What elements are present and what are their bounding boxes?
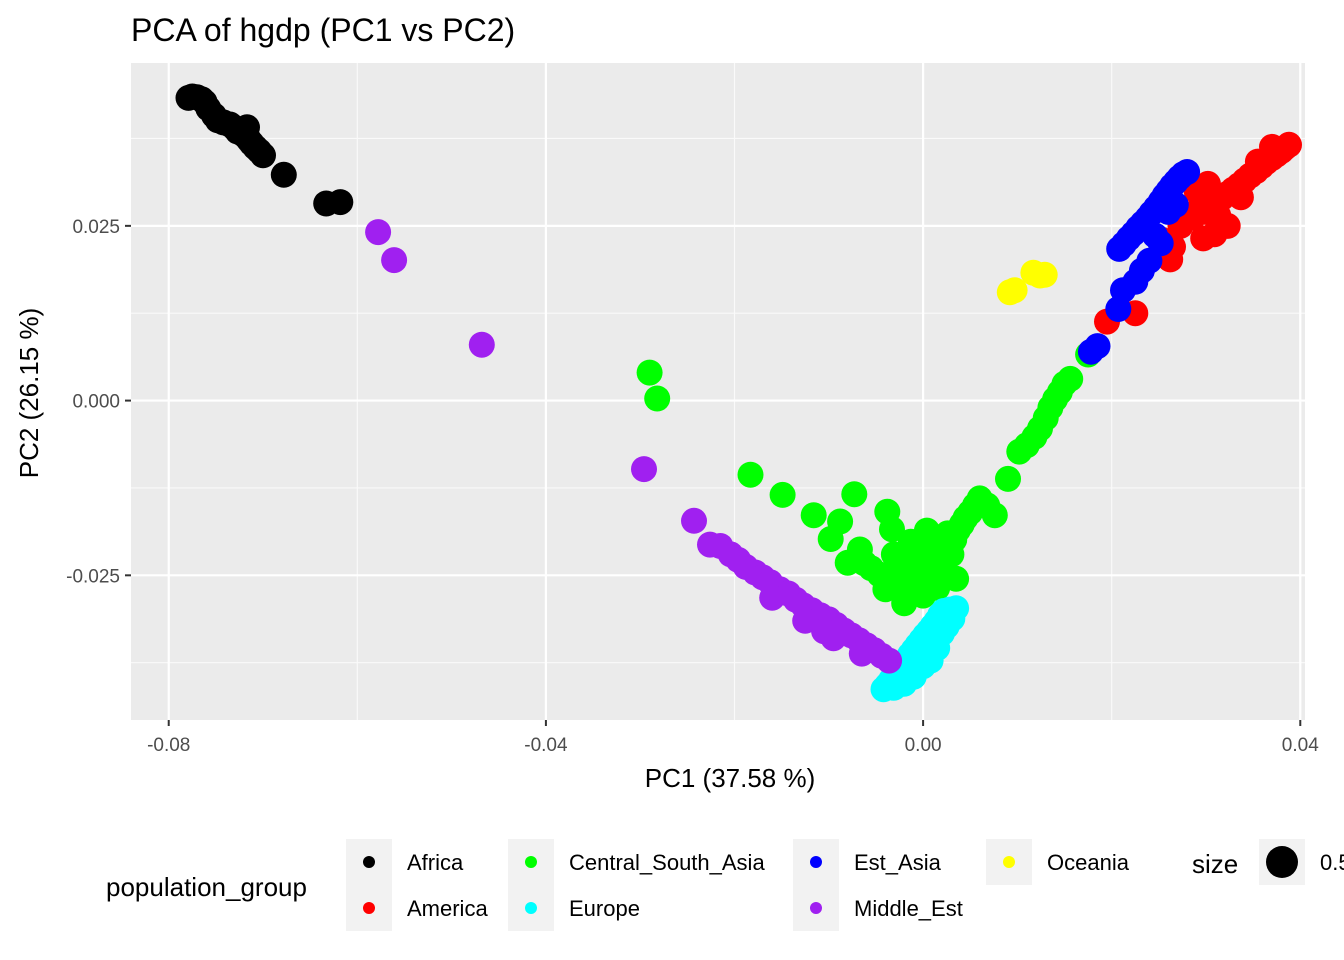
- data-point: [912, 640, 939, 667]
- legend-item-label: Middle_Est: [854, 896, 963, 921]
- data-point: [981, 502, 1008, 529]
- series-europe: [870, 595, 970, 703]
- data-point: [872, 576, 899, 603]
- data-point: [769, 481, 796, 508]
- data-point: [468, 331, 495, 358]
- data-point: [327, 189, 354, 216]
- legend-item-europe: Europe: [508, 885, 640, 931]
- data-point: [644, 385, 671, 412]
- series-central-south-asia: [636, 341, 1102, 617]
- y-axis: -0.025 0.000 0.025: [66, 217, 131, 587]
- y-axis-title: PC2 (26.15 %): [14, 308, 44, 479]
- legend-key-icon: [363, 856, 375, 868]
- x-tick-label: 0.04: [1282, 735, 1319, 756]
- data-point: [841, 481, 868, 508]
- x-tick-label: 0.00: [905, 735, 942, 756]
- data-point: [1106, 235, 1133, 262]
- data-point: [1057, 365, 1084, 392]
- legend-items: Africa America Central_South_Asia Europe Est…: [346, 839, 1130, 931]
- chart-title: PCA of hgdp (PC1 vs PC2): [131, 12, 515, 48]
- legend-item-label: Oceania: [1047, 850, 1130, 875]
- data-point: [270, 161, 297, 188]
- legend-key-icon: [810, 856, 822, 868]
- legend: population_group Africa America Central_So…: [106, 839, 1344, 931]
- legend-item-est-asia: Est_Asia: [793, 839, 942, 885]
- series-middle-est: [365, 219, 903, 674]
- legend-key-icon: [363, 902, 375, 914]
- legend-item-america: America: [346, 885, 488, 931]
- legend-item-label: Est_Asia: [854, 850, 942, 875]
- data-point: [1031, 261, 1058, 288]
- legend-item-label: Central_South_Asia: [569, 850, 765, 875]
- x-tick-label: -0.04: [524, 735, 568, 756]
- legend-key-icon: [1003, 856, 1015, 868]
- data-point: [737, 461, 764, 488]
- y-tick-label: -0.025: [66, 566, 120, 587]
- legend-title: population_group: [106, 872, 307, 902]
- data-point: [891, 590, 918, 617]
- data-point: [365, 219, 392, 246]
- grid-lines: [131, 63, 1305, 720]
- series-est-asia: [1077, 159, 1201, 365]
- data-point: [848, 640, 875, 667]
- data-point: [939, 605, 966, 632]
- series-america: [1094, 131, 1302, 335]
- legend-key-icon: [810, 902, 822, 914]
- data-point: [800, 502, 827, 529]
- data-point: [636, 359, 663, 386]
- legend-key-icon: [525, 902, 537, 914]
- plot-panel: [131, 63, 1305, 720]
- x-axis-title: PC1 (37.58 %): [645, 763, 816, 793]
- data-point: [995, 465, 1021, 492]
- legend-item-central-south-asia: Central_South_Asia: [508, 839, 765, 885]
- legend-item-label: Europe: [569, 896, 640, 921]
- data-point: [834, 549, 861, 576]
- data-point: [895, 663, 921, 690]
- data-point: [817, 526, 844, 552]
- data-point: [1142, 222, 1169, 249]
- data-point: [879, 516, 905, 543]
- x-tick-label: -0.08: [147, 735, 190, 756]
- series-africa: [175, 83, 354, 217]
- size-legend-key-icon: [1266, 846, 1298, 878]
- legend-item-label: America: [407, 896, 488, 921]
- legend-item-oceania: Oceania: [986, 839, 1130, 885]
- data-point: [681, 507, 707, 534]
- data-point: [250, 142, 276, 169]
- data-point: [811, 618, 838, 645]
- data-point: [381, 247, 408, 274]
- data-point: [1155, 198, 1182, 225]
- size-legend-label: 0.5: [1320, 850, 1344, 875]
- legend-item-middle-est: Middle_Est: [793, 885, 963, 931]
- data-point: [234, 114, 260, 141]
- legend-key-icon: [525, 856, 537, 868]
- data-point: [910, 562, 937, 589]
- legend-item-africa: Africa: [346, 839, 464, 885]
- y-tick-label: 0.025: [72, 217, 120, 238]
- data-point: [1244, 148, 1271, 175]
- series-oceania: [996, 259, 1058, 306]
- data-point: [876, 647, 903, 674]
- y-tick-label: 0.000: [72, 392, 120, 413]
- data-point: [1001, 277, 1028, 304]
- data-point: [1077, 338, 1104, 365]
- data-point: [1194, 170, 1221, 197]
- size-legend-title: size: [1192, 849, 1238, 879]
- legend-item-label: Africa: [407, 850, 464, 875]
- data-point: [1105, 296, 1132, 322]
- data-points: [175, 83, 1302, 703]
- data-point: [943, 565, 970, 592]
- data-point: [631, 456, 657, 483]
- x-axis: -0.08 -0.04 0.00 0.04: [147, 720, 1319, 756]
- data-point: [1227, 184, 1254, 211]
- data-point: [1190, 225, 1217, 252]
- data-point: [759, 584, 786, 611]
